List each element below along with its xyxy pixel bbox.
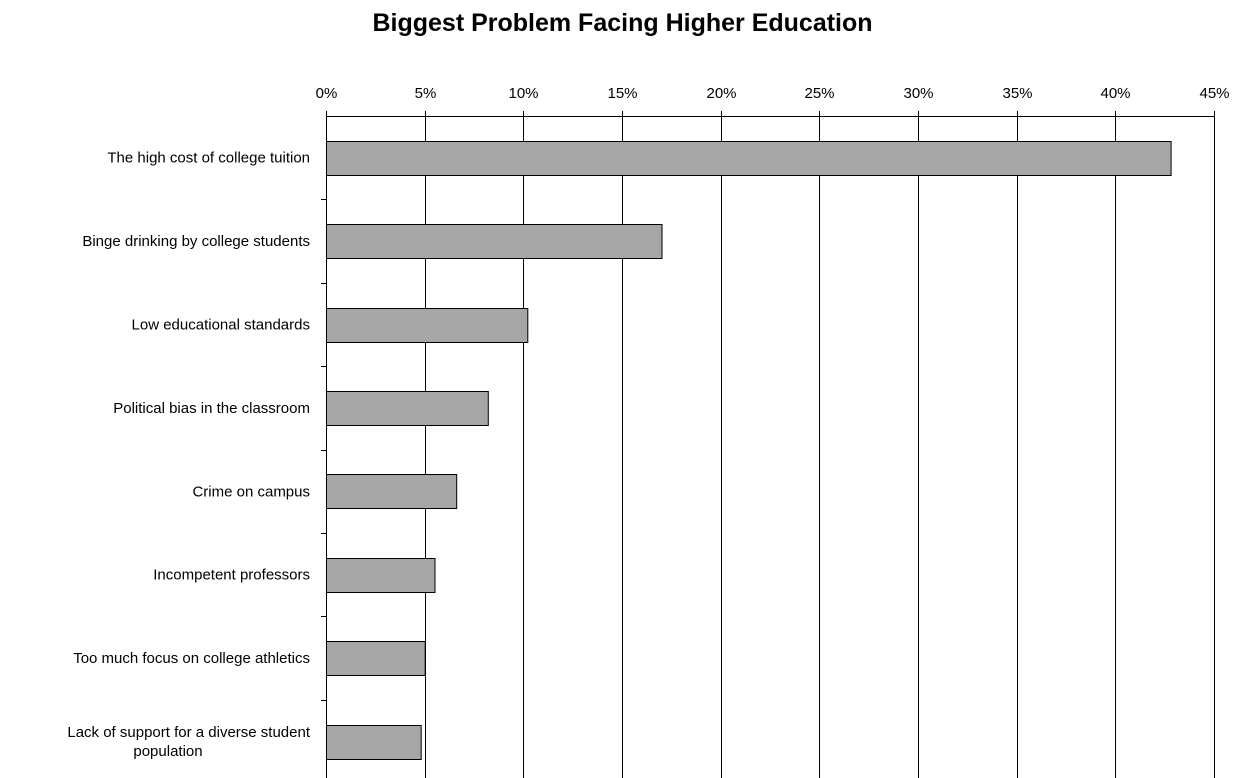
bars [326, 141, 1172, 760]
x-axis: 0% 5% 10% 15% 20% 25% 30% 35% 40% 45% [316, 85, 1230, 117]
bar [326, 641, 426, 676]
gridlines [425, 116, 1215, 778]
category-label-line: Lack of support for a diverse student [67, 724, 310, 741]
category-axis: The high cost of college tuition Binge dr… [67, 116, 327, 778]
bar [326, 391, 489, 426]
category-label: Binge drinking by college students [82, 233, 310, 250]
category-label-line: population [133, 743, 202, 760]
bar [326, 725, 422, 760]
bar [326, 141, 1172, 176]
category-label: Incompetent professors [153, 567, 310, 584]
bar [326, 558, 436, 593]
x-tick-label: 40% [1100, 85, 1130, 102]
category-label: The high cost of college tuition [107, 150, 310, 167]
category-label: Too much focus on college athletics [73, 650, 310, 667]
category-label: Lack of support for a diverse student pop… [67, 724, 310, 760]
x-tick-label: 5% [415, 85, 437, 102]
category-label-line: Incompetent professors [153, 567, 310, 584]
category-label-line: Political bias in the classroom [113, 400, 310, 417]
category-label-line: Low educational standards [132, 317, 310, 334]
chart-title: Biggest Problem Facing Higher Education [372, 9, 873, 37]
x-tick-label: 0% [316, 85, 338, 102]
category-label: Low educational standards [132, 317, 310, 334]
x-tick-label: 20% [706, 85, 736, 102]
bar [326, 474, 458, 509]
category-label: Crime on campus [192, 483, 310, 500]
bar [326, 308, 529, 343]
category-label: Political bias in the classroom [113, 400, 310, 417]
category-label-line: Crime on campus [192, 483, 310, 500]
x-tick-label: 45% [1199, 85, 1229, 102]
x-tick-label: 30% [903, 85, 933, 102]
category-label-line: The high cost of college tuition [107, 150, 310, 167]
category-label-line: Too much focus on college athletics [73, 650, 310, 667]
bar [326, 224, 663, 259]
category-label-line: Binge drinking by college students [82, 233, 310, 250]
x-tick-label: 25% [804, 85, 834, 102]
x-tick-label: 15% [607, 85, 637, 102]
x-tick-label: 35% [1002, 85, 1032, 102]
x-tick-label: 10% [508, 85, 538, 102]
